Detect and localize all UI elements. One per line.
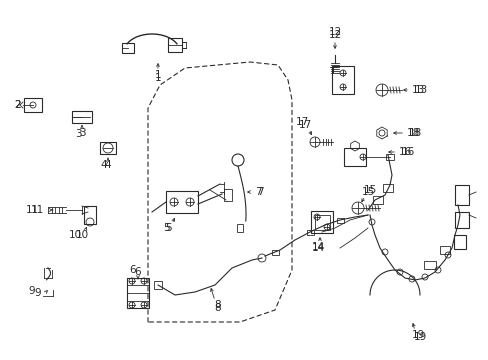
Text: 8: 8 bbox=[214, 303, 221, 313]
Text: 14: 14 bbox=[311, 242, 324, 252]
Text: 11: 11 bbox=[25, 205, 39, 215]
Bar bbox=[310, 211, 332, 233]
Bar bbox=[237, 224, 243, 232]
Text: 17: 17 bbox=[298, 120, 311, 130]
Text: 2: 2 bbox=[15, 100, 21, 110]
Bar bbox=[72, 111, 92, 123]
Bar bbox=[453, 235, 465, 249]
Bar bbox=[154, 281, 162, 289]
Text: 7: 7 bbox=[254, 187, 261, 197]
Bar bbox=[168, 38, 182, 52]
Bar bbox=[122, 43, 134, 53]
Text: 17: 17 bbox=[295, 117, 308, 127]
Text: 1: 1 bbox=[154, 73, 161, 83]
Bar bbox=[382, 184, 392, 192]
Bar bbox=[314, 215, 329, 230]
Text: 3: 3 bbox=[79, 128, 85, 138]
Bar bbox=[331, 66, 353, 94]
Bar bbox=[343, 148, 365, 166]
Text: 5: 5 bbox=[164, 223, 171, 233]
Text: 16: 16 bbox=[398, 147, 411, 157]
Bar bbox=[454, 185, 468, 205]
Text: 12: 12 bbox=[328, 30, 341, 40]
Bar bbox=[439, 246, 449, 254]
Bar bbox=[84, 206, 96, 224]
Bar bbox=[165, 191, 198, 213]
Text: 2: 2 bbox=[15, 100, 21, 110]
Text: 3: 3 bbox=[75, 129, 81, 139]
Text: 9: 9 bbox=[29, 286, 35, 296]
Text: 4: 4 bbox=[101, 160, 107, 170]
Text: 9: 9 bbox=[35, 288, 41, 298]
Text: 15: 15 bbox=[361, 187, 374, 197]
Bar bbox=[271, 249, 278, 255]
Text: 18: 18 bbox=[406, 128, 419, 138]
Text: 19: 19 bbox=[412, 332, 426, 342]
Text: 1: 1 bbox=[154, 70, 161, 80]
Text: 10: 10 bbox=[68, 230, 81, 240]
Text: 6: 6 bbox=[134, 267, 141, 277]
Text: 13: 13 bbox=[413, 85, 427, 95]
Text: 10: 10 bbox=[75, 230, 88, 240]
Bar bbox=[24, 98, 42, 112]
Bar bbox=[306, 230, 313, 234]
Bar bbox=[372, 196, 382, 204]
Text: 4: 4 bbox=[104, 160, 111, 170]
Text: 16: 16 bbox=[401, 147, 414, 157]
Text: 19: 19 bbox=[410, 330, 424, 340]
Text: 5: 5 bbox=[163, 223, 169, 233]
Text: 12: 12 bbox=[328, 27, 341, 37]
Text: 13: 13 bbox=[410, 85, 424, 95]
Text: 7: 7 bbox=[256, 187, 263, 197]
Text: 18: 18 bbox=[407, 128, 421, 138]
Text: 8: 8 bbox=[214, 300, 221, 310]
Bar bbox=[224, 189, 231, 201]
Text: 14: 14 bbox=[311, 243, 324, 253]
Text: 15: 15 bbox=[363, 185, 376, 195]
Bar bbox=[127, 278, 149, 308]
Bar bbox=[454, 212, 468, 228]
Text: 11: 11 bbox=[30, 205, 43, 215]
Bar bbox=[100, 142, 116, 154]
Bar bbox=[385, 154, 393, 160]
Bar bbox=[423, 261, 435, 269]
Text: 6: 6 bbox=[129, 265, 136, 275]
Bar bbox=[336, 217, 343, 222]
